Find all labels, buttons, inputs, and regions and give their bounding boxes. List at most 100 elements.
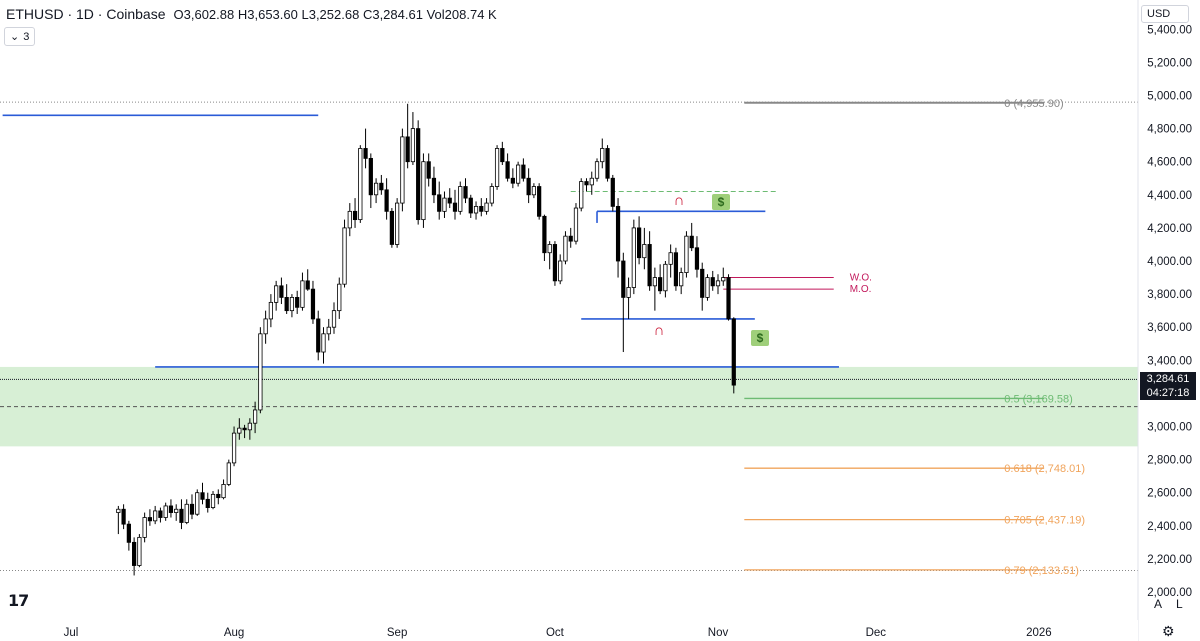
candle xyxy=(636,216,642,265)
candle xyxy=(279,277,284,305)
candle-body xyxy=(579,181,584,209)
candle xyxy=(721,267,726,286)
candle-body xyxy=(210,493,216,508)
candle-body xyxy=(715,280,721,287)
candle xyxy=(431,166,437,204)
candle xyxy=(389,208,394,248)
high-value: 3,653.60 xyxy=(247,7,298,22)
candle-body xyxy=(116,508,121,513)
candle xyxy=(231,426,237,467)
candle-body xyxy=(368,157,373,196)
candle xyxy=(694,236,700,278)
candle-body xyxy=(174,508,179,513)
candle xyxy=(295,290,300,314)
candle xyxy=(547,241,552,270)
price-tick-label: 4,400.00 xyxy=(1147,190,1192,202)
candle-body xyxy=(284,297,289,312)
candle xyxy=(189,494,195,520)
gear-icon[interactable]: ⚙ xyxy=(1162,623,1175,639)
fib-level-label: 0.79 (2,133.51) xyxy=(1004,565,1079,577)
low-value: 3,252.68 xyxy=(308,7,360,22)
candle-body xyxy=(184,503,189,523)
candle xyxy=(494,145,500,190)
candle xyxy=(689,222,694,252)
candle-body xyxy=(153,510,158,522)
indicators-toggle-button[interactable]: ⌄ 3 xyxy=(4,27,36,46)
candle-body xyxy=(189,503,195,515)
candle xyxy=(400,128,405,212)
candle-body xyxy=(342,227,347,285)
candle xyxy=(489,183,494,207)
ohlc-readout: O3,602.88 H3,653.60 L3,252.68 C3,284.61 … xyxy=(173,7,497,22)
candle xyxy=(347,203,352,237)
magnet-icon: ∩ xyxy=(673,192,685,209)
time-tick-label: Dec xyxy=(866,627,887,639)
candle-body xyxy=(452,202,458,212)
candle-body xyxy=(410,128,416,163)
candle xyxy=(337,277,342,319)
candle-body xyxy=(589,177,594,186)
candle-body xyxy=(195,492,200,515)
candle xyxy=(594,158,600,182)
candle xyxy=(379,174,384,195)
price-tick-label: 5,400.00 xyxy=(1147,24,1192,36)
fib-level-label: 0 (4,955.90) xyxy=(1004,98,1063,110)
candle xyxy=(237,418,242,440)
candle-body xyxy=(447,197,452,204)
open-level-label: M.O. xyxy=(850,284,872,295)
log-scale-button[interactable]: L xyxy=(1176,597,1183,611)
candle xyxy=(263,310,268,344)
current-price-value: 3,284.61 xyxy=(1146,373,1190,385)
candle-body xyxy=(673,252,679,287)
candle xyxy=(132,537,137,576)
candle-body xyxy=(305,280,310,290)
candle xyxy=(658,264,663,295)
candle-body xyxy=(337,283,342,312)
candle xyxy=(137,534,142,568)
candle-body xyxy=(552,244,558,282)
time-tick-label: Oct xyxy=(546,627,565,639)
candle xyxy=(416,120,421,225)
symbol-title[interactable]: ETHUSD · 1D · Coinbase xyxy=(6,6,166,22)
candle-body xyxy=(389,210,394,245)
candle-countdown: 04:27:18 xyxy=(1146,387,1190,399)
candle xyxy=(368,153,373,209)
candle-body xyxy=(621,260,626,298)
candle-body xyxy=(316,318,321,353)
price-tick-label: 3,800.00 xyxy=(1147,289,1192,301)
candle xyxy=(274,280,279,311)
auto-scale-button[interactable]: A xyxy=(1154,597,1163,611)
candle xyxy=(358,145,363,223)
candle xyxy=(195,489,200,516)
candle xyxy=(668,244,673,278)
candle-body xyxy=(521,164,526,179)
money-icon: $ xyxy=(712,194,730,210)
candle xyxy=(421,153,426,228)
candle-body xyxy=(584,181,589,186)
candle xyxy=(363,128,368,169)
candle-body xyxy=(263,318,268,335)
candle xyxy=(284,284,289,314)
candle xyxy=(121,504,126,530)
fib-level-label: 0.705 (2,437.19) xyxy=(1004,515,1085,527)
candle xyxy=(516,161,521,187)
tradingview-logo-icon[interactable]: 17 xyxy=(8,591,29,610)
candle xyxy=(726,274,731,321)
price-tick-label: 5,000.00 xyxy=(1147,91,1192,103)
candle-body xyxy=(689,235,694,249)
candle xyxy=(247,418,252,440)
candle-body xyxy=(731,318,736,386)
currency-select[interactable]: USD xyxy=(1141,5,1189,23)
candle xyxy=(631,219,636,295)
candle xyxy=(300,272,305,311)
candle xyxy=(621,252,626,353)
candle-body xyxy=(321,333,326,353)
candle xyxy=(715,274,721,295)
candle-body xyxy=(437,194,442,212)
candle-body xyxy=(147,517,153,522)
fib-level-label: 0.5 (3,169.58) xyxy=(1004,393,1072,405)
candle xyxy=(584,178,589,192)
candle-body xyxy=(405,136,410,163)
candle xyxy=(542,214,547,261)
